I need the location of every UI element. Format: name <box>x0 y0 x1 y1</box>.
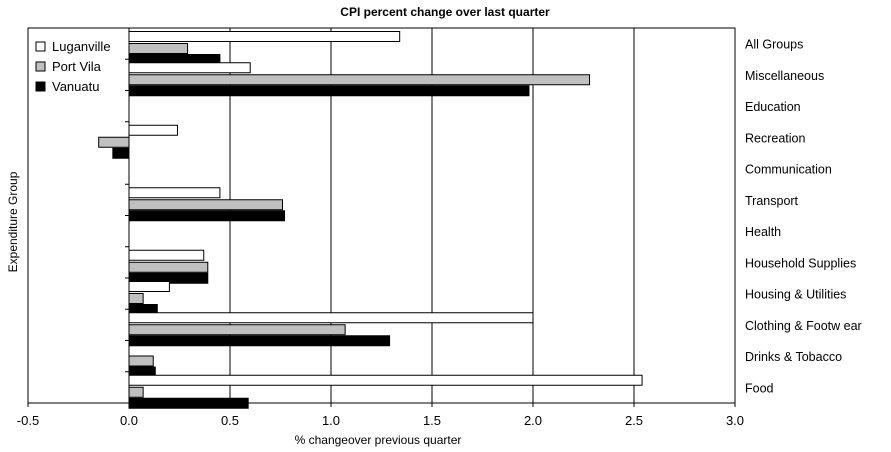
category-label: Communication <box>745 163 832 177</box>
bar-port-vila-7 <box>128 261 209 273</box>
bar-luganville-11 <box>128 374 643 386</box>
bar-vanuatu-9 <box>128 335 391 347</box>
legend-label: Port Vila <box>52 59 102 74</box>
bar-luganville-3 <box>128 124 178 136</box>
chart-title: CPI percent change over last quarter <box>340 5 550 19</box>
bar-luganville-5 <box>128 187 221 199</box>
category-label: All Groups <box>745 38 803 52</box>
category-label: Health <box>745 225 781 239</box>
category-label: Transport <box>745 194 799 208</box>
legend: Luganville Port Vila Vanuatu <box>35 39 111 94</box>
bar-luganville-8 <box>128 281 170 292</box>
legend-swatch-port-vila <box>35 61 46 72</box>
y-axis-label: Expenditure Group <box>6 171 20 272</box>
x-tick-label: 1.5 <box>423 413 441 428</box>
category-label: Drinks & Tobacco <box>745 350 842 364</box>
x-tick-label: 0.0 <box>120 413 138 428</box>
x-tick-label: 2.5 <box>625 413 643 428</box>
category-label: Miscellaneous <box>745 69 824 83</box>
bar-vanuatu-5 <box>128 210 286 222</box>
category-label: Clothing & Footw ear <box>745 319 862 333</box>
x-tick-label: 2.0 <box>524 413 542 428</box>
bar-luganville-7 <box>128 249 205 261</box>
bar-port-vila-10 <box>128 355 154 367</box>
x-tick-label: -0.5 <box>17 413 39 428</box>
bar-port-vila-0 <box>128 43 189 54</box>
axes <box>27 27 736 407</box>
x-tick-labels: -0.5 0.0 0.5 1.0 1.5 2.0 2.5 3.0 <box>17 413 744 428</box>
bars <box>98 31 643 409</box>
bar-port-vila-11 <box>128 386 144 398</box>
x-tick-label: 3.0 <box>726 413 744 428</box>
legend-swatch-vanuatu <box>35 81 46 92</box>
bar-luganville-9 <box>128 312 534 324</box>
bar-port-vila-1 <box>128 74 591 86</box>
bar-luganville-1 <box>128 62 251 74</box>
category-label: Household Supplies <box>745 256 856 270</box>
bar-port-vila-5 <box>128 199 284 211</box>
bar-vanuatu-1 <box>128 85 530 97</box>
legend-label: Vanuatu <box>52 79 99 94</box>
category-label: Education <box>745 100 801 114</box>
x-tick-label: 1.0 <box>322 413 340 428</box>
bar-luganville-0 <box>128 31 401 42</box>
plot-frame <box>27 27 736 404</box>
bar-port-vila-3 <box>98 136 130 148</box>
category-label: Recreation <box>745 131 805 145</box>
category-labels: All Groups Miscellaneous Education Recreati… <box>745 38 862 396</box>
category-label: Housing & Utilities <box>745 288 846 302</box>
bar-port-vila-9 <box>128 324 346 336</box>
x-tick-label: 0.5 <box>221 413 239 428</box>
category-label: Food <box>745 381 774 395</box>
bar-port-vila-8 <box>128 293 144 304</box>
legend-label: Luganville <box>52 39 111 54</box>
legend-swatch-luganville <box>35 41 46 52</box>
x-axis-label: % changeover previous quarter <box>295 433 462 447</box>
